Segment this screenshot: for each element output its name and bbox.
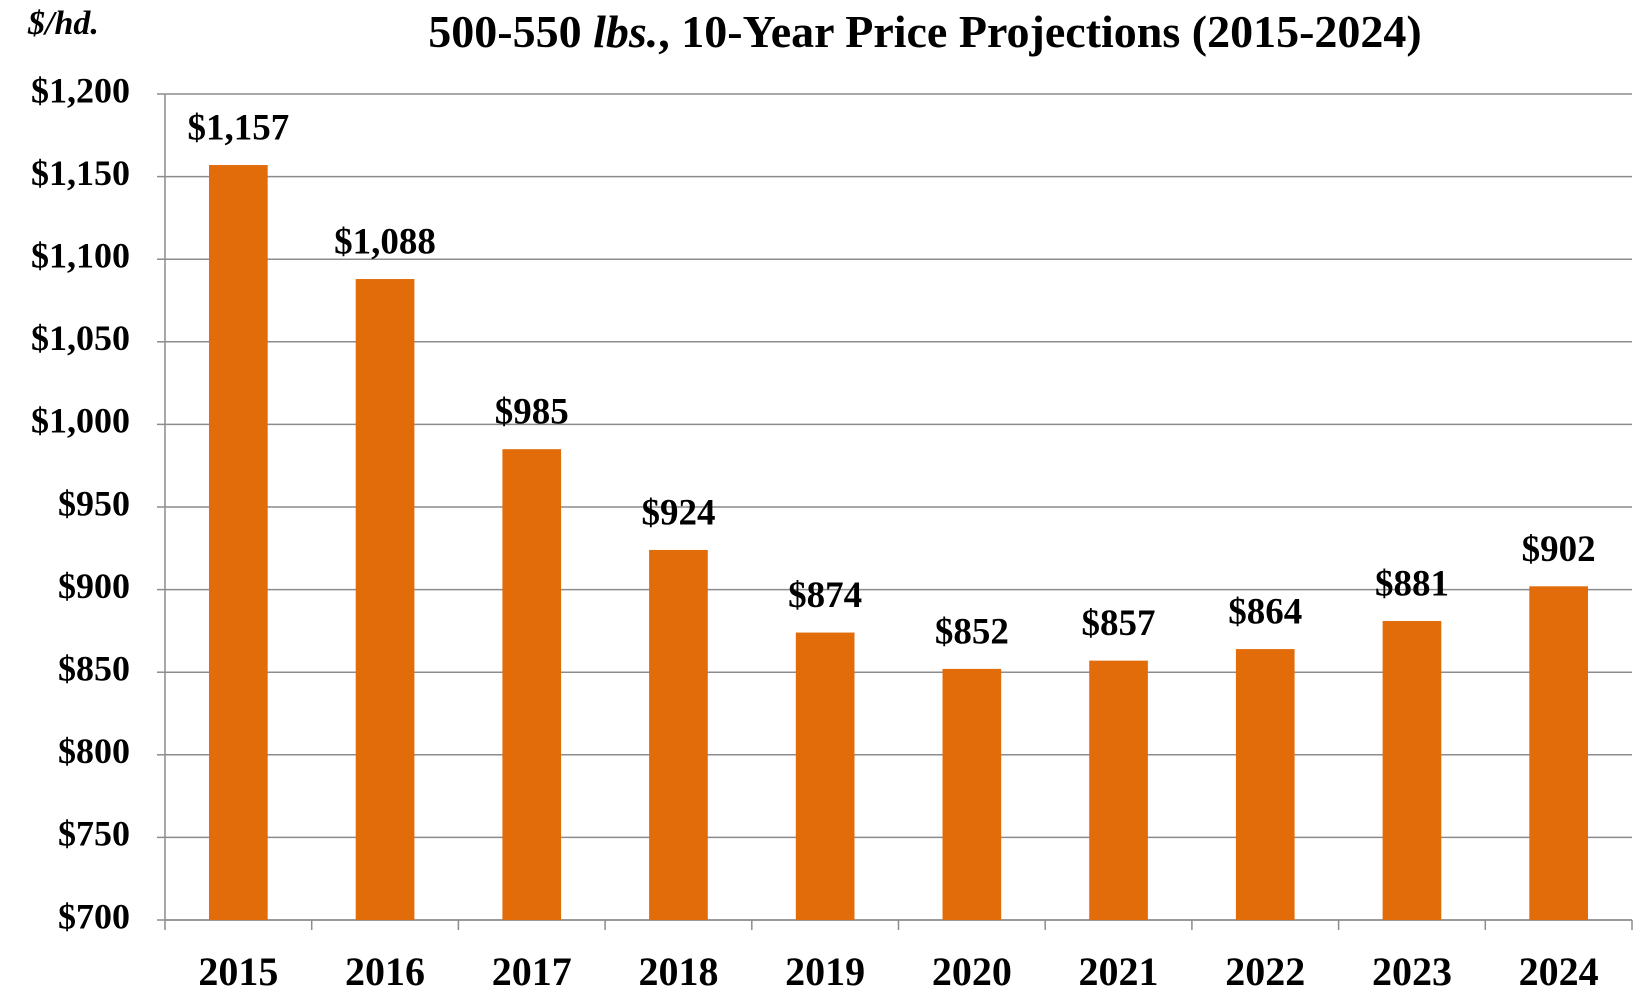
data-label: $881 [1375,563,1449,604]
y-tick-label: $850 [58,648,130,688]
y-tick-label: $1,100 [31,235,130,275]
y-axis-label: $/hd. [27,5,99,42]
bar [942,668,1002,920]
bar [795,632,855,920]
y-tick-label: $800 [58,731,130,771]
x-tick-label: 2023 [1372,949,1452,994]
bar [355,279,415,920]
title-run: lbs. [593,6,658,57]
data-label: $1,088 [334,222,436,263]
x-tick-label: 2016 [345,949,425,994]
bar [209,165,268,920]
y-tick-label: $900 [58,566,130,606]
y-tick-label: $950 [58,483,130,523]
bar [502,449,562,920]
bar [1382,620,1442,920]
data-label: $985 [495,392,569,433]
data-label: $924 [641,492,715,533]
data-label: $874 [788,575,862,616]
bar [649,549,708,920]
data-label: $902 [1522,529,1596,570]
y-tick-label: $1,150 [31,153,130,193]
y-tick-label: $1,050 [31,318,130,358]
x-tick-label: 2017 [492,949,572,994]
y-tick-label: $1,200 [31,70,130,110]
x-tick-label: 2018 [638,949,718,994]
title-run: 500-550 [428,6,593,57]
x-tick-label: 2020 [932,949,1012,994]
data-label: $852 [935,611,1009,652]
y-tick-label: $1,000 [31,401,130,441]
bar [1089,660,1148,920]
x-tick-label: 2015 [198,949,278,994]
y-tick-label: $700 [58,896,130,936]
x-tick-label: 2022 [1225,949,1305,994]
data-label: $857 [1082,603,1156,644]
bar [1235,649,1295,920]
chart-title: 500-550 lbs., 10-Year Price Projections … [428,6,1421,57]
x-tick-label: 2019 [785,949,865,994]
data-label: $1,157 [187,108,289,149]
x-tick-label: 2021 [1079,949,1159,994]
y-tick-label: $750 [58,814,130,854]
data-label: $864 [1228,592,1302,633]
x-tick-label: 2024 [1519,949,1599,994]
title-run: , 10-Year Price Projections (2015-2024) [658,6,1421,57]
bar [1529,586,1588,920]
